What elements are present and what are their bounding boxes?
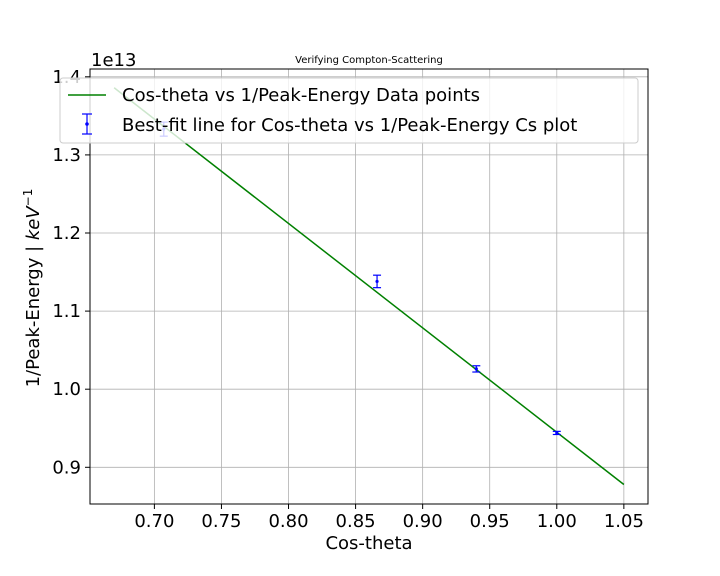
data-point-3 (555, 431, 559, 435)
y-axis-label-unit: keV (23, 205, 44, 240)
legend: Cos-theta vs 1/Peak-Energy Data points B… (59, 77, 639, 144)
x-tick-label-6: 1.00 (537, 511, 577, 532)
y-tick-label-1: 1.0 (52, 379, 81, 400)
tick-layer: 0.70 0.75 0.80 0.85 0.90 0.95 1.00 1.05 0.9 1.0 1.… (52, 67, 644, 532)
x-tick-label-0: 0.70 (134, 511, 174, 532)
x-tick-label-2: 0.80 (268, 511, 308, 532)
legend-entry-0: Cos-theta vs 1/Peak-Energy Data points (122, 85, 480, 106)
y-tick-label-3: 1.2 (52, 223, 81, 244)
legend-entry-1: Best-fit line for Cos-theta vs 1/Peak-En… (122, 115, 577, 136)
series-layer (113, 87, 625, 486)
errorbar-point-2 (472, 365, 481, 373)
x-tick-label-4: 0.90 (403, 511, 443, 532)
data-point-2 (474, 367, 478, 371)
legend-errorbar-marker (85, 122, 89, 126)
errorbar-point-1 (373, 274, 382, 289)
plot-frame (89, 68, 649, 505)
x-tick-label-5: 0.95 (470, 511, 510, 532)
y-axis-label: 1/Peak-Energy | keV−1 (21, 189, 44, 388)
y-axis-label-exponent: −1 (21, 189, 35, 207)
errorbar-point-3 (552, 430, 561, 436)
y-tick-label-2: 1.1 (52, 301, 81, 322)
legend-box (59, 77, 639, 144)
x-tick-label-1: 0.75 (201, 511, 241, 532)
chart-title: Verifying Compton-Scattering (295, 55, 443, 66)
y-offset-text: 1e13 (91, 50, 136, 71)
series-line-0 (113, 87, 625, 486)
x-tick-label-3: 0.85 (336, 511, 376, 532)
legend-errorbar-swatch (82, 113, 92, 135)
y-tick-label-4: 1.3 (52, 145, 81, 166)
data-point-1 (375, 279, 379, 284)
y-axis-label-main: 1/Peak-Energy | (23, 240, 44, 387)
x-tick-label-7: 1.05 (604, 511, 644, 532)
y-tick-label-0: 0.9 (52, 457, 81, 478)
x-axis-label: Cos-theta (325, 533, 412, 554)
